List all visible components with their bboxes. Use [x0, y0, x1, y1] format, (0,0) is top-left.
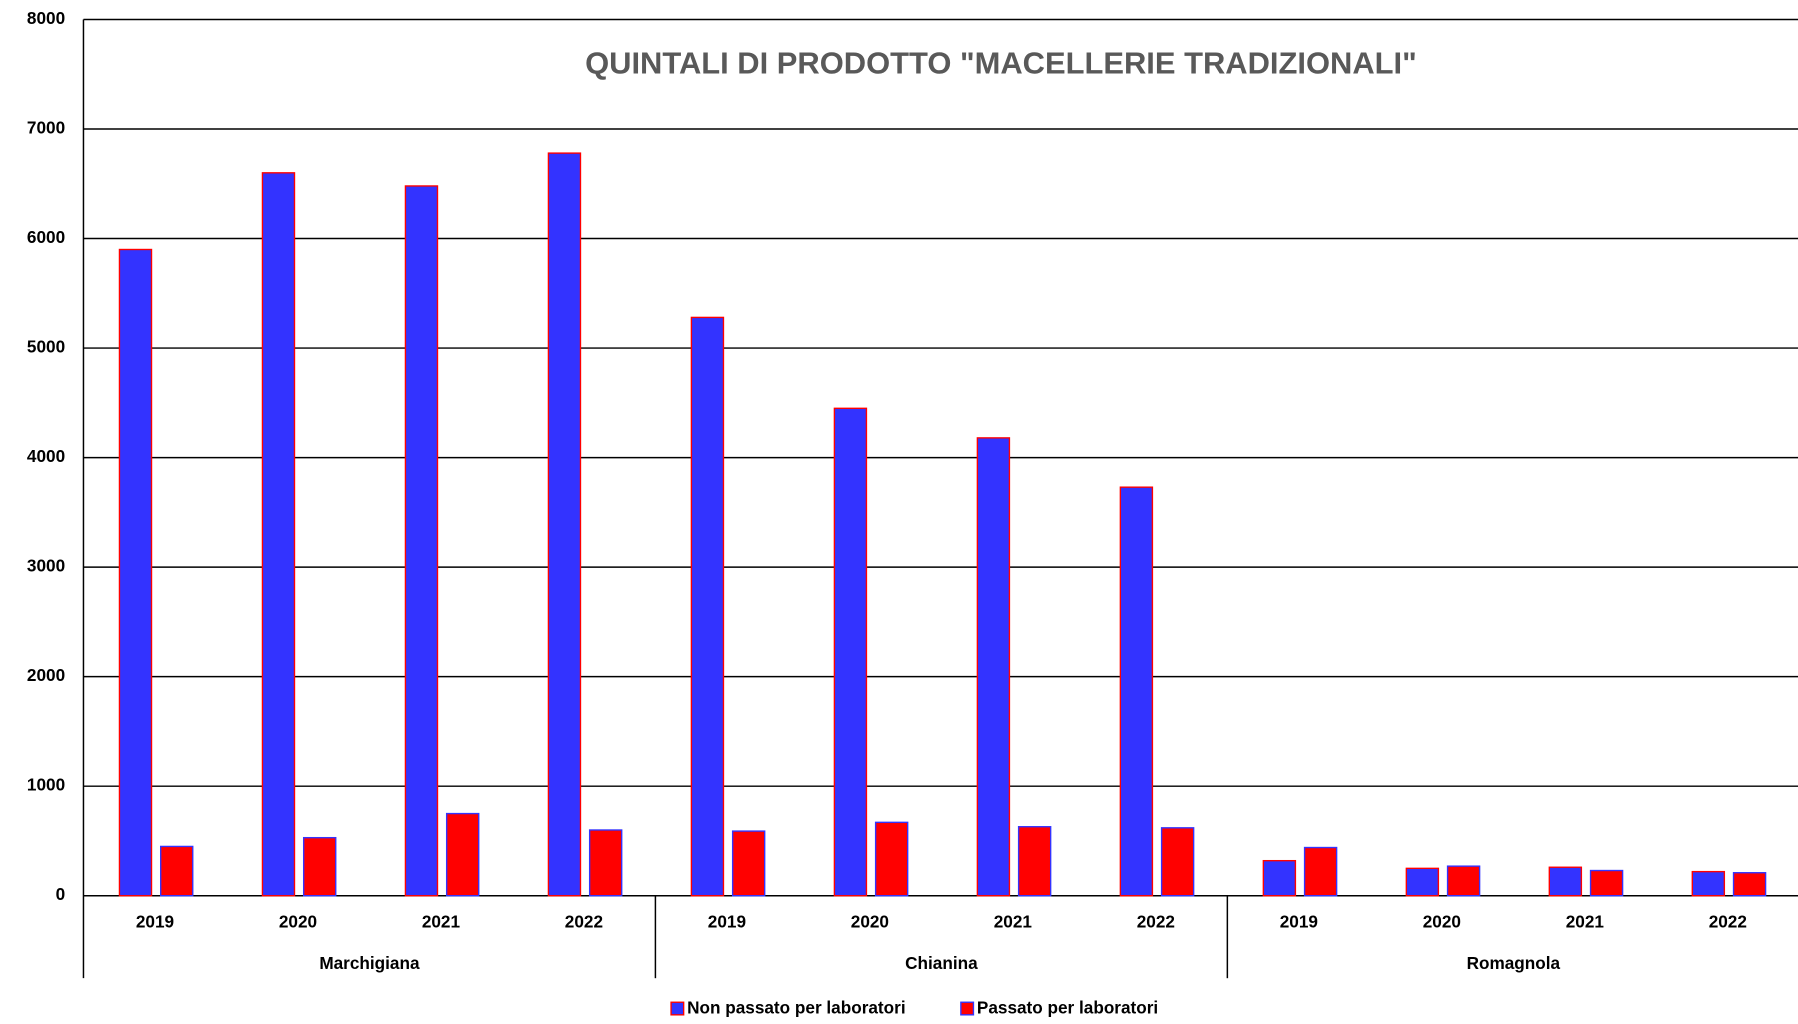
bar	[445, 812, 480, 897]
chart-title: QUINTALI DI PRODOTTO "MACELLERIE TRADIZI…	[585, 45, 1417, 80]
bar	[1446, 865, 1481, 897]
y-tick-label: 0	[56, 884, 66, 904]
y-tick-label: 4000	[27, 446, 65, 466]
y-tick-label: 5000	[27, 337, 65, 357]
x-tick-label: 2022	[565, 912, 603, 932]
bar	[833, 407, 868, 897]
x-tick-label: 2019	[708, 912, 746, 932]
bar	[261, 172, 296, 897]
y-tick-label: 7000	[27, 118, 65, 138]
legend-swatch	[960, 1001, 975, 1016]
x-tick-label: 2020	[851, 912, 889, 932]
bar	[690, 316, 725, 897]
y-tick-label: 1000	[27, 775, 65, 795]
y-tick-label: 2000	[27, 665, 65, 685]
x-tick-label: 2022	[1137, 912, 1175, 932]
bar	[1691, 870, 1726, 897]
x-tick-label: 2020	[1423, 912, 1461, 932]
bar	[159, 845, 194, 897]
x-tick-label: 2019	[1280, 912, 1318, 932]
bar	[1548, 866, 1583, 897]
bar	[1589, 869, 1624, 897]
x-tick-label: 2020	[279, 912, 317, 932]
y-tick-label: 8000	[27, 8, 65, 28]
bar	[547, 152, 582, 897]
bar	[1262, 859, 1297, 897]
bar	[1160, 827, 1195, 897]
legend-label: Non passato per laboratori	[687, 998, 906, 1018]
x-tick-label: 2021	[422, 912, 461, 932]
bar	[118, 248, 153, 897]
bar	[1017, 826, 1052, 897]
group-label: Chianina	[905, 953, 978, 973]
bar	[874, 821, 909, 897]
y-tick-label: 3000	[27, 556, 65, 576]
bar	[404, 185, 439, 897]
bar	[588, 829, 623, 897]
bar	[1119, 486, 1154, 897]
x-tick-label: 2021	[994, 912, 1033, 932]
group-label: Marchigiana	[319, 953, 420, 973]
bar	[302, 836, 337, 897]
x-tick-label: 2022	[1709, 912, 1747, 932]
bar	[976, 437, 1011, 897]
bar	[731, 830, 766, 897]
group-label: Romagnola	[1467, 953, 1561, 973]
bar	[1405, 867, 1440, 897]
bar	[1732, 872, 1767, 897]
x-tick-label: 2021	[1566, 912, 1605, 932]
legend-swatch	[670, 1001, 685, 1016]
y-tick-label: 6000	[27, 227, 65, 247]
bar	[1303, 846, 1338, 897]
x-tick-label: 2019	[136, 912, 174, 932]
legend-label: Passato per laboratori	[977, 998, 1158, 1018]
